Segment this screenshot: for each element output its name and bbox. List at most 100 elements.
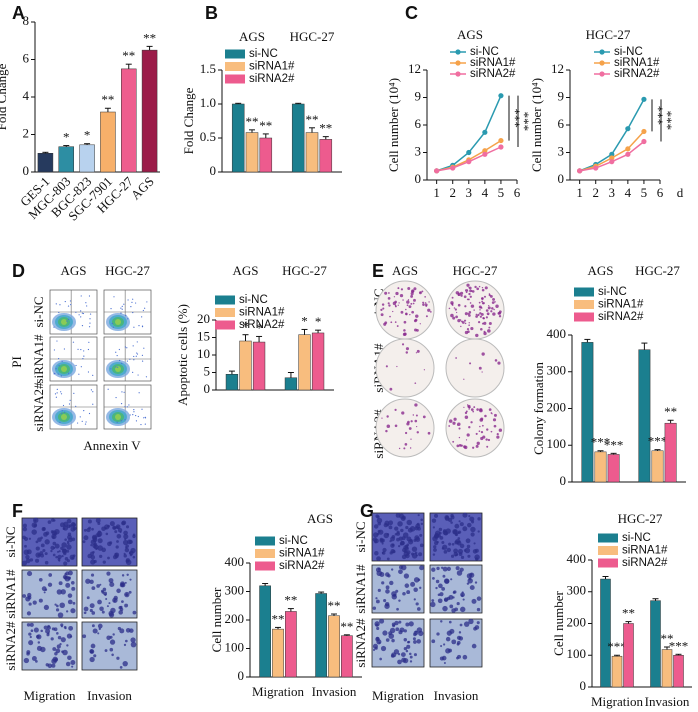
event: [59, 304, 61, 306]
cell: [388, 520, 394, 526]
point: [641, 128, 647, 135]
cell: [62, 574, 68, 580]
cell: [440, 645, 443, 648]
colony: [411, 310, 414, 314]
x-tick-label: 3: [466, 185, 473, 200]
colony: [397, 287, 400, 290]
cell: [31, 529, 37, 535]
cell: [113, 599, 116, 603]
cell: [132, 555, 136, 559]
colony: [422, 303, 425, 306]
colony: [416, 431, 419, 434]
event: [138, 324, 140, 327]
cell: [455, 566, 460, 571]
legend-swatch: [225, 74, 245, 84]
cell: [459, 543, 465, 549]
cell: [42, 548, 46, 553]
cell: [409, 660, 413, 663]
event: [68, 403, 71, 405]
cell: [105, 597, 108, 601]
colony: [484, 286, 488, 290]
event: [87, 371, 90, 373]
colony: [479, 425, 481, 428]
colony: [412, 302, 415, 305]
colony: [493, 308, 495, 311]
cell: [52, 535, 55, 539]
colony: [422, 301, 425, 304]
colony: [460, 325, 462, 328]
cell-cloud: [115, 366, 121, 372]
cell: [66, 544, 72, 550]
legend-label: si-NC: [239, 294, 268, 306]
cell: [431, 518, 437, 523]
colony: [448, 419, 453, 423]
cell: [40, 629, 43, 633]
cell: [411, 546, 418, 552]
event: [78, 314, 80, 316]
x-tick-label: Invasion: [312, 684, 357, 699]
colony: [463, 406, 465, 409]
group-label: HGC-27: [635, 263, 680, 278]
colony: [381, 417, 383, 419]
cell: [89, 656, 95, 663]
colony: [403, 329, 406, 332]
cell: [68, 524, 73, 528]
cell: [443, 531, 449, 536]
cell: [389, 580, 394, 586]
significance: **: [143, 30, 156, 45]
colony: [457, 303, 461, 307]
colony: [425, 315, 428, 318]
cell: [462, 654, 468, 660]
colony: [402, 299, 404, 301]
event: [136, 353, 139, 355]
cell: [65, 610, 69, 613]
cell: [66, 540, 69, 543]
colony: [481, 286, 484, 289]
colony: [466, 433, 470, 437]
bar: [259, 585, 271, 678]
cell: [394, 526, 399, 531]
bar: [121, 68, 137, 173]
cell: [35, 552, 41, 558]
cell: [50, 545, 55, 550]
colony: [400, 310, 404, 314]
y-tick-label: 300: [567, 583, 587, 598]
legend-label: siRNA2#: [598, 311, 644, 323]
colony: [469, 362, 472, 365]
y-tick-label: 400: [547, 326, 567, 341]
cell: [66, 633, 72, 639]
cell: [22, 527, 28, 532]
colony: [405, 351, 409, 354]
colony: [488, 321, 492, 325]
point: [466, 149, 472, 156]
cell: [45, 663, 49, 667]
colony: [490, 310, 493, 313]
cell: [96, 584, 100, 588]
cell: [382, 547, 387, 553]
column-label: Invasion: [87, 688, 132, 703]
event: [77, 348, 79, 350]
x-axis-label: d: [677, 185, 684, 200]
cell: [93, 559, 97, 564]
x-tick-label: AGS: [128, 174, 157, 203]
cell: [44, 560, 49, 565]
cell: [56, 604, 59, 608]
cell: [44, 539, 50, 545]
cell: [445, 648, 451, 654]
event: [133, 326, 135, 328]
event: [132, 371, 134, 373]
cell: [456, 642, 460, 646]
cell: [399, 513, 405, 519]
y-axis-label: Cell number (10⁴): [529, 78, 544, 172]
y-tick-label: 8: [23, 13, 30, 28]
cell: [125, 544, 129, 548]
event: [56, 340, 58, 342]
cell: [391, 535, 396, 539]
cell: [118, 610, 123, 615]
event: [83, 350, 85, 352]
x-tick-label: Invasion: [645, 694, 690, 709]
cell: [65, 661, 71, 667]
colony: [470, 326, 474, 331]
significance: *: [301, 313, 308, 328]
event: [60, 375, 62, 377]
